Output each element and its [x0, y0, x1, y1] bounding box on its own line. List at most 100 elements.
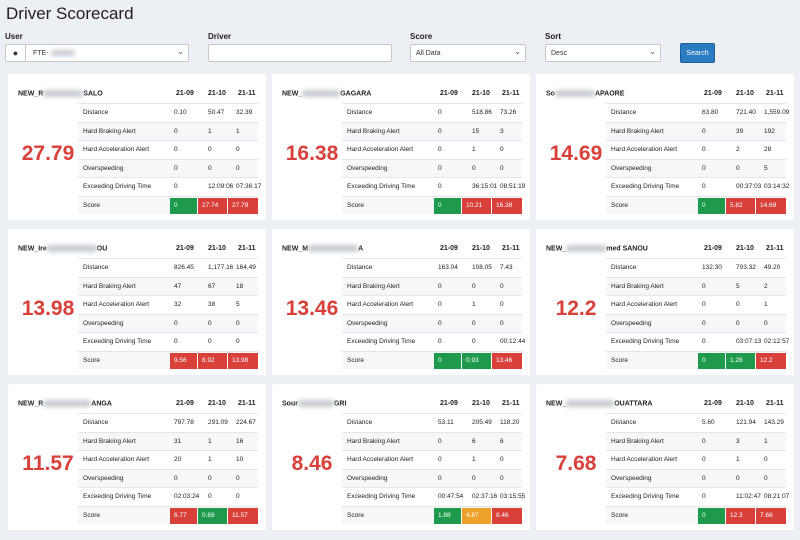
metric-label: Hard Braking Alert	[611, 437, 664, 445]
metric-label: Hard Braking Alert	[347, 127, 400, 135]
redacted-blur	[50, 50, 75, 56]
score-cell: 0	[698, 197, 725, 214]
metric-row: Exceeding Driving Time 0 36:15:01 08:51:19	[342, 177, 526, 195]
driver-name-prefix: So	[546, 90, 555, 98]
month-header: 21-11	[502, 245, 520, 252]
driver-name-suffix: A	[358, 245, 364, 253]
month-header: 21-10	[472, 400, 490, 407]
metric-row: Exceeding Driving Time 0 0 0	[78, 332, 258, 350]
score-cell: 27.74	[198, 197, 227, 214]
month-header: 21-09	[176, 90, 194, 97]
metric-value: 6	[472, 437, 476, 445]
metric-label: Score	[83, 356, 100, 364]
score-cell: 5.82	[726, 197, 755, 214]
metric-label: Hard Braking Alert	[83, 127, 136, 135]
metric-value: 1	[736, 456, 740, 463]
metric-value: 0	[702, 437, 706, 445]
metric-value: 205.49	[472, 419, 492, 426]
metric-row: Overspeeding 0 0 0	[342, 313, 522, 332]
filter-bar: User ● FTE- ⌄ Driver Score All Data ⌄ So…	[0, 30, 800, 66]
metric-value: 38	[208, 301, 216, 308]
score-cell: 0.69	[198, 507, 227, 524]
search-button[interactable]: Search	[680, 43, 715, 63]
metric-value: 0	[208, 493, 212, 500]
redacted-blur	[302, 90, 341, 97]
user-label: User	[5, 32, 23, 41]
score-select[interactable]: All Data ⌄	[410, 44, 526, 62]
metric-value: 0.10	[174, 109, 187, 116]
driver-card: NEW_ med SANOU 21-09 21-10 21-11 12.2 Distance…	[536, 229, 794, 375]
metric-value: 08:51:19	[500, 183, 526, 190]
metric-row: Score 0 10.21 16.38	[342, 195, 522, 214]
metric-value: 0	[500, 474, 504, 482]
metric-value: 10	[236, 456, 244, 463]
metric-value: 39	[736, 127, 744, 135]
redacted-blur	[308, 245, 359, 252]
redacted-blur	[566, 245, 607, 252]
metric-value: 703.32	[736, 264, 756, 271]
metric-value: 0	[438, 437, 442, 445]
driver-name-suffix: OUATTARA	[614, 400, 653, 408]
driver-name-prefix: NEW_	[546, 400, 567, 408]
driver-name-suffix: SALO	[83, 90, 103, 98]
user-select[interactable]: ● FTE- ⌄	[5, 44, 189, 62]
overall-score: 7.68	[555, 452, 597, 475]
metric-value: 02:37:16	[472, 493, 498, 500]
month-header: 21-10	[472, 90, 490, 97]
driver-input[interactable]	[208, 44, 392, 62]
sort-select[interactable]: Desc ⌄	[545, 44, 661, 62]
redacted-blur	[43, 90, 84, 97]
metric-value: 0	[438, 319, 442, 327]
metric-value: 0	[438, 301, 442, 308]
driver-name: NEW_R ANGA	[18, 400, 112, 407]
metric-value: 31	[174, 437, 182, 445]
metric-value: 36:15:01	[472, 183, 498, 190]
metric-label: Overspeeding	[83, 164, 124, 172]
metric-row: Hard Acceleration Alert 0 1 0	[342, 140, 522, 158]
metric-value: 0	[438, 183, 442, 190]
metric-label: Hard Acceleration Alert	[347, 456, 414, 463]
score-cell: 8.46	[492, 507, 522, 524]
metric-label: Score	[347, 356, 364, 364]
metric-row: Hard Acceleration Alert 0 1 0	[606, 450, 786, 468]
metric-value: 1	[208, 437, 212, 445]
metric-row: Exceeding Driving Time 0 11:02:47 08:21:07	[606, 487, 789, 505]
metric-value: 0	[236, 338, 240, 345]
metric-value: 1	[472, 301, 476, 308]
metric-value: 0	[438, 109, 442, 116]
metric-row: Overspeeding 0 0 0	[342, 468, 522, 487]
user-select-value: FTE-	[33, 49, 49, 57]
metric-value: 00:47:54	[438, 493, 464, 500]
metric-value: 1	[764, 437, 768, 445]
metric-label: Score	[347, 201, 364, 209]
metric-value: 0	[174, 338, 178, 345]
driver-name-suffix: GRI	[333, 400, 347, 408]
metric-value: 0	[472, 164, 476, 172]
metric-value: 63.80	[702, 109, 719, 116]
metric-label: Distance	[347, 264, 373, 271]
metric-value: 0	[702, 474, 706, 482]
metric-label: Exceeding Driving Time	[611, 183, 680, 190]
metric-value: 0	[438, 282, 442, 290]
month-header: 21-10	[208, 400, 226, 407]
metric-value: 5	[736, 282, 740, 290]
metric-value: 0	[702, 319, 706, 327]
chevron-down-icon: ⌄	[177, 47, 184, 56]
driver-label: Driver	[208, 32, 232, 41]
month-header: 21-11	[238, 245, 256, 252]
metric-value: 0	[500, 282, 504, 290]
month-header: 21-09	[440, 245, 458, 252]
metric-value: 0	[500, 301, 504, 308]
score-cell: 0	[434, 197, 461, 214]
metric-row: Score 1.88 4.87 8.46	[342, 505, 522, 524]
metric-label: Hard Braking Alert	[611, 127, 664, 135]
metric-row: Hard Braking Alert 47 67 18	[78, 276, 258, 295]
metric-row: Hard Braking Alert 0 39 192	[606, 121, 786, 140]
driver-card: NEW_ OUATTARA 21-09 21-10 21-11 7.68 Distance 5…	[536, 384, 794, 530]
metric-value: 0	[702, 493, 706, 500]
metric-value: 0	[764, 456, 768, 463]
month-header: 21-11	[238, 90, 256, 97]
metric-value: 02:03:24	[174, 493, 200, 500]
metric-value: 1	[472, 146, 476, 153]
